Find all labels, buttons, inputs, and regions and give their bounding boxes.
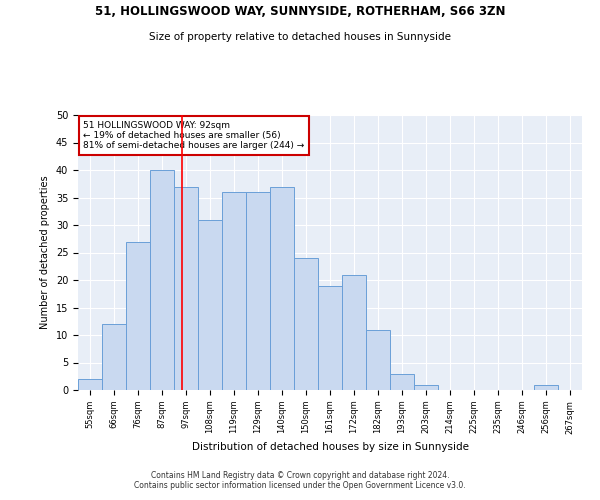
Y-axis label: Number of detached properties: Number of detached properties <box>40 176 50 330</box>
Bar <box>174 186 198 390</box>
X-axis label: Distribution of detached houses by size in Sunnyside: Distribution of detached houses by size … <box>191 442 469 452</box>
Text: 51, HOLLINGSWOOD WAY, SUNNYSIDE, ROTHERHAM, S66 3ZN: 51, HOLLINGSWOOD WAY, SUNNYSIDE, ROTHERH… <box>95 5 505 18</box>
Bar <box>366 330 390 390</box>
Bar <box>534 384 558 390</box>
Bar <box>342 274 366 390</box>
Bar <box>102 324 126 390</box>
Bar <box>390 374 414 390</box>
Bar <box>222 192 246 390</box>
Bar <box>126 242 150 390</box>
Bar <box>150 170 174 390</box>
Bar <box>198 220 222 390</box>
Bar <box>414 384 438 390</box>
Text: 51 HOLLINGSWOOD WAY: 92sqm
← 19% of detached houses are smaller (56)
81% of semi: 51 HOLLINGSWOOD WAY: 92sqm ← 19% of deta… <box>83 120 304 150</box>
Text: Contains HM Land Registry data © Crown copyright and database right 2024.
Contai: Contains HM Land Registry data © Crown c… <box>134 470 466 490</box>
Bar <box>318 286 342 390</box>
Text: Size of property relative to detached houses in Sunnyside: Size of property relative to detached ho… <box>149 32 451 42</box>
Bar <box>270 186 294 390</box>
Bar <box>78 379 102 390</box>
Bar <box>246 192 270 390</box>
Bar <box>294 258 318 390</box>
